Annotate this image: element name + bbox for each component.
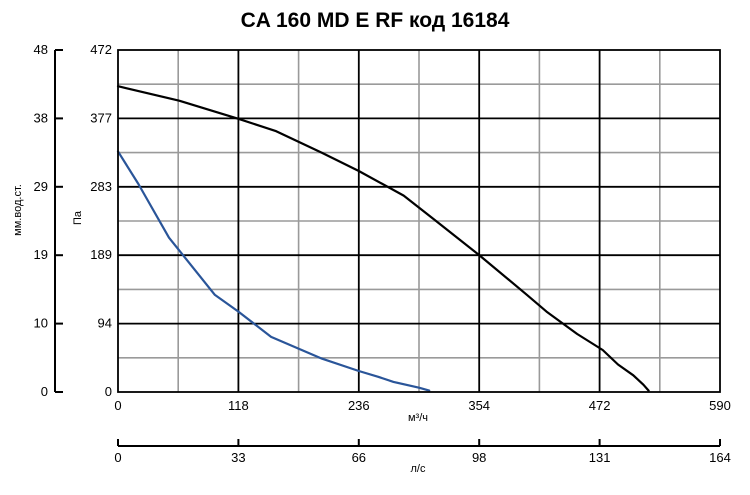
secondary-x-tick-label: 164 bbox=[709, 450, 731, 465]
x-tick-label: 236 bbox=[348, 398, 370, 413]
x-tick-label: 0 bbox=[114, 398, 121, 413]
series-line-2 bbox=[116, 150, 431, 392]
secondary-y-tick-label: 48 bbox=[34, 42, 48, 57]
secondary-x-tick-label: 0 bbox=[114, 450, 121, 465]
plot-frame bbox=[117, 49, 721, 393]
tick-labels: 0 94 189 283 377 472 0 10 19 29 38 48 0 118 236 354 472 5… bbox=[34, 42, 731, 465]
secondary-x-tick-label: 98 bbox=[472, 450, 486, 465]
secondary-y-tick-label: 29 bbox=[34, 179, 48, 194]
secondary-x-tick-label: 33 bbox=[231, 450, 245, 465]
y-tick-label: 189 bbox=[90, 247, 112, 262]
x-axis-label-m3h: м³/ч bbox=[408, 412, 428, 424]
x-tick-label: 472 bbox=[589, 398, 611, 413]
data-series bbox=[116, 85, 650, 392]
y-tick-label: 0 bbox=[105, 384, 112, 399]
secondary-x-tick-label: 131 bbox=[589, 450, 611, 465]
secondary-x-tick-label: 66 bbox=[352, 450, 366, 465]
chart-title: CA 160 MD E RF код 16184 bbox=[241, 9, 510, 32]
x-tick-label: 354 bbox=[468, 398, 490, 413]
secondary-y-tick-label: 0 bbox=[41, 384, 48, 399]
y-tick-label: 283 bbox=[90, 179, 112, 194]
secondary-x-axis-label: л/с bbox=[411, 463, 426, 475]
series-line-1 bbox=[116, 85, 650, 392]
y-axis-label-pa: Па bbox=[72, 210, 84, 225]
secondary-y-axis-label: мм.вод.ст. bbox=[12, 184, 24, 236]
secondary-y-tick-label: 10 bbox=[34, 316, 48, 331]
x-tick-label: 118 bbox=[228, 398, 249, 413]
secondary-y-tick-label: 38 bbox=[34, 110, 48, 125]
y-tick-label: 377 bbox=[90, 110, 112, 125]
grid-lines bbox=[118, 50, 720, 392]
secondary-y-tick-label: 19 bbox=[34, 247, 48, 262]
y-tick-label: 472 bbox=[90, 42, 112, 57]
x-tick-label: 590 bbox=[709, 398, 731, 413]
y-tick-label: 94 bbox=[98, 316, 112, 331]
axes bbox=[54, 49, 721, 447]
